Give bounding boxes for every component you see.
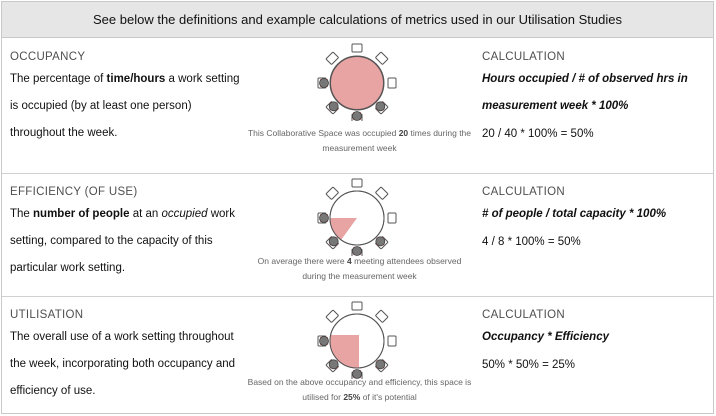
chair-icon bbox=[351, 43, 363, 53]
page-title: See below the definitions and example ca… bbox=[93, 12, 622, 27]
diagram-caption: Based on the above occupancy and efficie… bbox=[247, 377, 472, 402]
calculation-example: 20 / 40 * 100% = 50% bbox=[482, 128, 594, 140]
person-icon bbox=[328, 359, 339, 370]
person-icon bbox=[375, 101, 386, 112]
person-icon bbox=[352, 111, 362, 121]
page-header: See below the definitions and example ca… bbox=[2, 2, 713, 38]
occupancy-fill bbox=[330, 56, 384, 110]
chair-icon bbox=[325, 186, 339, 200]
efficiency-fill bbox=[330, 218, 357, 240]
section-description: The overall use of a work setting throug… bbox=[10, 331, 236, 397]
chair-icon bbox=[387, 77, 397, 89]
person-icon bbox=[375, 236, 386, 247]
section-title: EFFICIENCY (OF USE) bbox=[10, 186, 138, 198]
person-icon bbox=[352, 246, 362, 256]
section-description: The percentage of time/hours a work sett… bbox=[10, 73, 240, 139]
calculation-example: 50% * 50% = 25% bbox=[482, 359, 576, 371]
chair-icon bbox=[387, 335, 397, 347]
chair-icon bbox=[351, 178, 363, 188]
calculation-formula: Hours occupied / # of observed hrs in me… bbox=[482, 73, 688, 112]
person-icon bbox=[375, 359, 386, 370]
chair-icon bbox=[351, 301, 363, 311]
calculation-formula: # of people / total capacity * 100% bbox=[482, 208, 667, 220]
person-icon bbox=[328, 236, 339, 247]
utilisation-row: UTILISATION The overall use of a work se… bbox=[2, 297, 713, 414]
chair-icon bbox=[375, 51, 389, 65]
calculation-title: CALCULATION bbox=[482, 309, 565, 321]
person-icon bbox=[319, 336, 329, 346]
table-diagram bbox=[317, 301, 397, 379]
section-title: OCCUPANCY bbox=[10, 51, 86, 63]
chair-icon bbox=[387, 212, 397, 224]
calculation-title: CALCULATION bbox=[482, 51, 565, 63]
chair-icon bbox=[325, 51, 339, 65]
calculation-formula: Occupancy * Efficiency bbox=[482, 331, 609, 343]
diagram-caption: This Collaborative Space was occupied 20… bbox=[247, 128, 472, 153]
diagram-caption: On average there were 4 meeting attendee… bbox=[257, 256, 462, 281]
section-description: The number of people at an occupied work… bbox=[10, 208, 235, 274]
calculation-example: 4 / 8 * 100% = 50% bbox=[482, 236, 581, 248]
person-icon bbox=[319, 78, 329, 88]
chair-icon bbox=[375, 186, 389, 200]
chair-icon bbox=[375, 309, 389, 323]
table-diagram bbox=[317, 43, 397, 121]
person-icon bbox=[352, 369, 362, 379]
efficiency-row: EFFICIENCY (OF USE) The number of people… bbox=[2, 174, 713, 297]
person-icon bbox=[328, 101, 339, 112]
chair-icon bbox=[325, 309, 339, 323]
section-title: UTILISATION bbox=[10, 309, 84, 321]
calculation-title: CALCULATION bbox=[482, 186, 565, 198]
occupancy-row: OCCUPANCY The percentage of time/hours a… bbox=[2, 39, 713, 174]
table-diagram bbox=[317, 178, 397, 256]
person-icon bbox=[319, 213, 329, 223]
